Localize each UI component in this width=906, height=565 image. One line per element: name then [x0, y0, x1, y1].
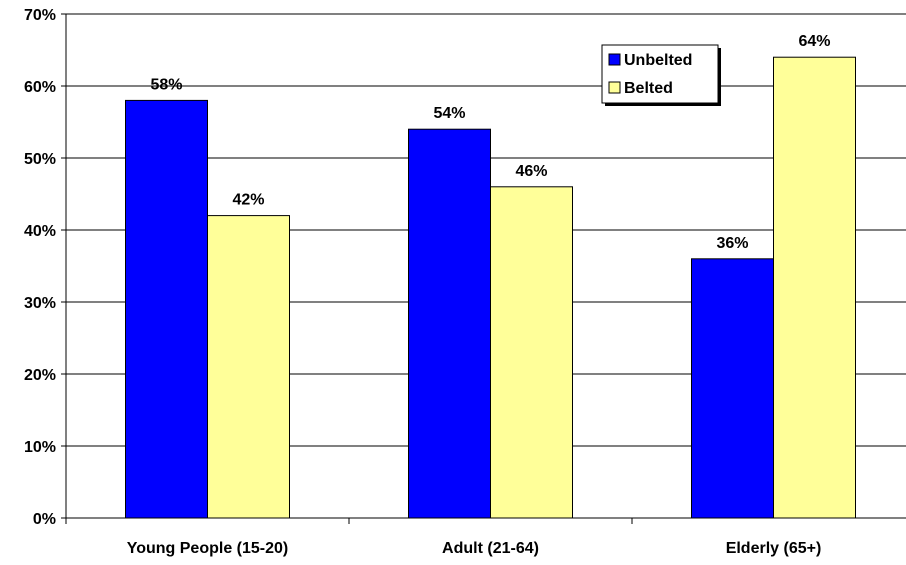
- y-tick-label: 60%: [24, 79, 56, 96]
- bar-belted: [773, 56, 856, 519]
- bars: [125, 56, 856, 519]
- data-label: 64%: [798, 33, 830, 50]
- bar-belted: [207, 215, 290, 519]
- data-labels: 58% 42% 54% 46% 36% 64%: [150, 33, 830, 252]
- x-tick-label: Adult (21-64): [442, 540, 539, 557]
- y-tick-label: 20%: [24, 367, 56, 384]
- legend: Unbelted Belted: [601, 44, 721, 106]
- bar-unbelted: [408, 128, 491, 519]
- y-tick-label: 30%: [24, 295, 56, 312]
- legend-box: [601, 44, 719, 104]
- y-tick-label: 0%: [33, 511, 56, 528]
- legend-swatch: [608, 53, 621, 66]
- bar-belted: [490, 186, 573, 519]
- y-tick-label: 70%: [24, 7, 56, 24]
- y-tick-label: 40%: [24, 223, 56, 240]
- x-tick-label: Elderly (65+): [726, 540, 822, 557]
- bar-unbelted: [125, 99, 208, 519]
- data-label: 36%: [716, 235, 748, 252]
- legend-label: Belted: [624, 80, 673, 97]
- data-label: 54%: [433, 105, 465, 122]
- legend-label: Unbelted: [624, 52, 692, 69]
- data-label: 42%: [232, 192, 264, 209]
- x-tick-label: Young People (15-20): [127, 540, 289, 557]
- bar-unbelted: [691, 258, 774, 519]
- y-tick-label: 10%: [24, 439, 56, 456]
- data-label: 58%: [150, 76, 182, 93]
- y-tick-label: 50%: [24, 151, 56, 168]
- legend-swatch: [608, 81, 621, 94]
- data-label: 46%: [515, 163, 547, 180]
